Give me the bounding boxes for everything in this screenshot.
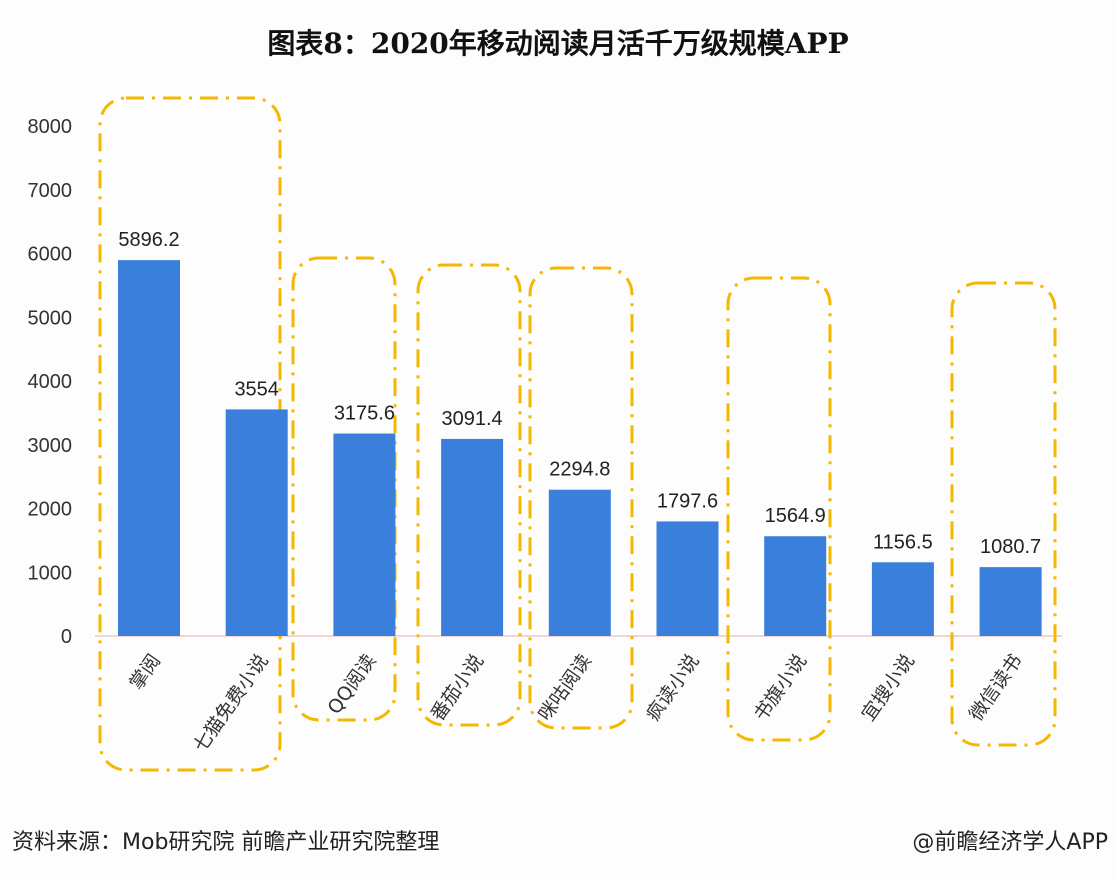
highlight-box (726, 276, 832, 742)
highlight-box (291, 256, 397, 722)
data-label: 2294.8 (549, 459, 610, 481)
data-label: 1080.7 (980, 536, 1041, 558)
data-label: 1797.6 (657, 490, 718, 512)
bar (871, 562, 934, 636)
y-tick-label: 3000 (28, 435, 73, 457)
y-tick-label: 0 (61, 626, 72, 648)
y-tick-label: 7000 (28, 180, 73, 202)
x-tick-label: QQ阅读 (324, 650, 381, 718)
y-tick-label: 2000 (28, 499, 73, 521)
bar (979, 567, 1042, 636)
chart-title: 图表8：2020年移动阅读月活千万级规模APP (267, 27, 849, 60)
y-tick-label: 1000 (28, 562, 73, 584)
x-tick-label: 番茄小说 (427, 650, 489, 725)
bar (764, 536, 827, 636)
data-label: 1564.9 (765, 505, 826, 527)
bar (118, 260, 180, 636)
x-tick-label: 七猫免费小说 (189, 650, 272, 756)
x-tick-label: 书旗小说 (750, 650, 812, 725)
source-note: 资料来源：Mob研究院 前瞻产业研究院整理 (12, 830, 440, 855)
highlight-box (416, 263, 522, 727)
x-tick-label: 掌阅 (125, 650, 165, 694)
y-tick-label: 4000 (28, 371, 73, 393)
x-tick-label: 微信读书 (965, 650, 1027, 725)
highlight-box (98, 96, 282, 772)
data-label: 3175.6 (334, 403, 395, 425)
x-tick-label: 宜搜小说 (857, 650, 919, 725)
x-tick-label: 疯读小说 (642, 650, 704, 725)
y-tick-label: 5000 (28, 307, 73, 329)
bar (656, 521, 719, 636)
highlight-box (528, 266, 634, 730)
bar (548, 489, 611, 636)
x-tick-label: 咪咕阅读 (534, 650, 596, 725)
y-tick-label: 6000 (28, 244, 73, 266)
bar (225, 409, 288, 636)
credit-note: @前瞻经济学人APP (912, 830, 1108, 855)
y-tick-label: 8000 (28, 116, 73, 138)
data-label: 5896.2 (118, 229, 179, 251)
data-label: 3554 (234, 378, 279, 400)
bar (441, 438, 504, 636)
highlight-box (950, 281, 1057, 747)
data-label: 1156.5 (873, 531, 933, 553)
data-label: 3091.4 (442, 408, 503, 430)
bar (333, 433, 396, 636)
